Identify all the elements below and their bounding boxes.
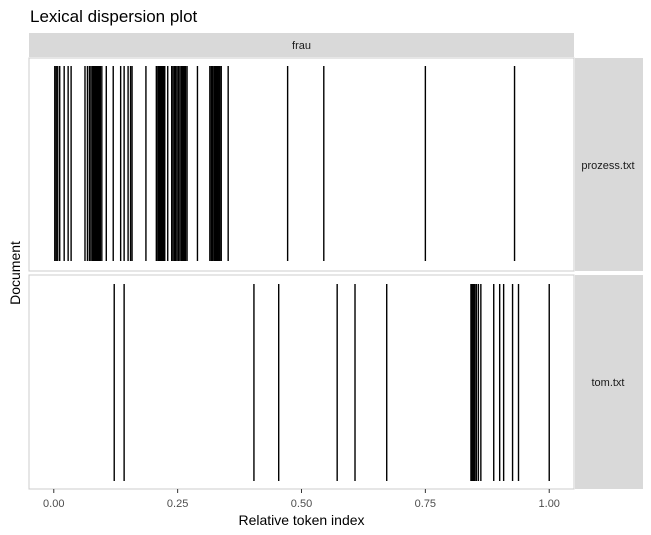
document-label-prozess: prozess.txt bbox=[581, 160, 634, 172]
x-axis: 0.00 0.25 0.50 0.75 1.00 bbox=[43, 489, 560, 510]
x-tick-label: 0.25 bbox=[167, 498, 188, 510]
x-tick-label: 0.00 bbox=[43, 498, 64, 510]
panel-tom bbox=[28, 274, 575, 490]
panel-prozess bbox=[28, 57, 575, 272]
x-tick-label: 1.00 bbox=[539, 498, 560, 510]
panel-tom-marks bbox=[113, 284, 550, 481]
document-label-tom: tom.txt bbox=[591, 377, 624, 389]
x-tick-label: 0.75 bbox=[415, 498, 436, 510]
x-axis-title: Relative token index bbox=[238, 512, 364, 528]
facet-strip-right-prozess bbox=[575, 58, 643, 271]
facet-strip-right-tom bbox=[575, 275, 643, 489]
x-tick-label: 0.50 bbox=[291, 498, 312, 510]
chart-title: Lexical dispersion plot bbox=[30, 7, 198, 26]
panel-prozess-marks bbox=[54, 66, 516, 261]
y-axis-title: Document bbox=[7, 241, 23, 305]
facet-strip-top bbox=[29, 33, 574, 57]
facet-strip-label: frau bbox=[292, 40, 311, 52]
